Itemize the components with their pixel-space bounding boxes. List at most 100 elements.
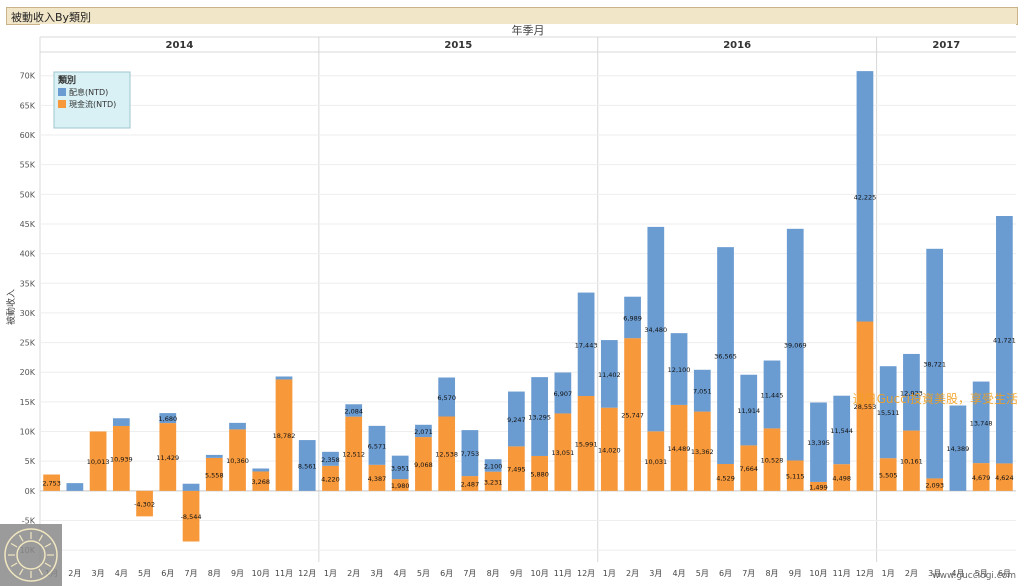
bar-cashflow — [461, 476, 479, 491]
legend-swatch-cashflow — [58, 100, 66, 108]
data-label-cashflow: 3,268 — [251, 478, 270, 486]
bar-dividend — [740, 374, 758, 446]
bar-dividend — [508, 391, 525, 447]
x-tick-label: 6月 — [161, 569, 174, 578]
x-tick-label: 1月 — [324, 569, 337, 578]
y-tick-label: 35K — [20, 279, 36, 288]
data-label-dividend: 8,561 — [298, 462, 317, 470]
logo-sun-icon — [16, 540, 46, 570]
data-label-dividend: 6,989 — [623, 314, 642, 322]
data-label-cashflow: 10,528 — [761, 457, 784, 465]
bar-cashflow — [833, 464, 851, 491]
data-label-dividend: 13,395 — [807, 439, 830, 447]
bar-dividend — [531, 377, 548, 456]
legend-label-cashflow: 現金流(NTD) — [69, 99, 116, 109]
data-label-cashflow: 5,880 — [530, 470, 549, 478]
data-label-cashflow: 4,679 — [972, 474, 991, 482]
logo-ray — [38, 568, 44, 576]
bar-cashflow — [926, 478, 944, 491]
data-label-dividend: 6,570 — [437, 394, 456, 402]
data-label-cashflow: 2,753 — [42, 480, 61, 488]
bar-dividend — [693, 369, 711, 412]
bar-dividend — [554, 372, 572, 414]
bar-dividend — [647, 226, 665, 432]
bar-cashflow — [531, 455, 548, 491]
y-axis-label: 被動收入 — [5, 289, 17, 325]
legend-label-dividend: 配息(NTD) — [69, 87, 108, 97]
bar-dividend — [159, 413, 177, 424]
x-tick-label: 8月 — [487, 569, 500, 578]
data-label-dividend: 7,051 — [693, 388, 712, 396]
bar-dividend — [786, 228, 804, 461]
bar-dividend — [856, 71, 874, 322]
data-label-cashflow: 1,499 — [809, 483, 828, 491]
data-label-cashflow: 2,093 — [925, 482, 944, 490]
x-tick-label: 11月 — [554, 569, 572, 578]
y-tick-label: 0K — [25, 487, 36, 496]
x-tick-label: 3月 — [370, 569, 383, 578]
data-label-cashflow: 11,429 — [156, 454, 179, 462]
bar-dividend — [66, 483, 84, 491]
bar-dividend — [972, 381, 990, 464]
chart-title: 被動收入By類別 — [11, 11, 92, 24]
x-tick-label: 5月 — [975, 569, 988, 578]
data-label-cashflow: 10,031 — [644, 458, 667, 466]
data-label-dividend: 39,069 — [784, 342, 807, 350]
y-tick-label: 20K — [20, 368, 36, 377]
bar-dividend — [600, 340, 618, 408]
data-label-cashflow: 25,747 — [621, 411, 644, 419]
data-label-cashflow: 7,664 — [739, 465, 758, 473]
data-label-dividend: 12,923 — [900, 389, 923, 397]
bar-cashflow — [182, 490, 200, 542]
data-label-cashflow: 13,362 — [691, 448, 714, 456]
bar-cashflow — [786, 460, 804, 491]
x-tick-label: 6月 — [440, 569, 453, 578]
data-label-dividend: 3,951 — [391, 464, 410, 472]
bar-cashflow — [856, 321, 874, 491]
y-tick-label: 65K — [20, 101, 36, 110]
bar-cashflow — [717, 463, 734, 491]
bar-cashflow — [43, 474, 60, 491]
bar-cashflow — [229, 429, 246, 491]
bar-cashflow — [438, 416, 456, 491]
data-label-dividend: 11,445 — [761, 391, 784, 399]
bar-cashflow — [345, 416, 363, 491]
data-label-dividend: 1,680 — [159, 415, 178, 423]
logo-ray — [10, 542, 18, 548]
data-label-cashflow: 1,980 — [391, 482, 410, 490]
x-tick-label: 9月 — [510, 569, 523, 578]
bar-dividend — [833, 395, 851, 465]
data-label-cashflow: 18,782 — [273, 432, 296, 440]
bar-cashflow — [391, 479, 409, 491]
y-tick-label: -5K — [22, 516, 36, 525]
watermark-text: 追日Gucci投資美股，享受生活 — [853, 391, 1018, 406]
data-label-cashflow: 2,487 — [461, 480, 480, 488]
bar-cashflow — [903, 430, 920, 491]
bar-dividend — [810, 402, 827, 482]
bar-cashflow — [763, 428, 781, 491]
data-label-dividend: 42,225 — [854, 193, 877, 201]
data-label-cashflow: 4,387 — [368, 475, 387, 483]
data-label-dividend: 15,511 — [877, 409, 900, 417]
year-header-2016: 2016 — [723, 40, 751, 51]
data-label-dividend: 11,544 — [830, 427, 853, 435]
bar-dividend — [229, 422, 246, 430]
data-label-dividend: 2,071 — [414, 428, 433, 436]
bar-dividend — [461, 430, 479, 477]
x-tick-label: 8月 — [765, 569, 778, 578]
data-label-cashflow: 4,624 — [995, 474, 1014, 482]
data-label-cashflow: 5,558 — [205, 471, 224, 479]
logo-ray — [44, 562, 52, 568]
logo-ray — [10, 562, 18, 568]
bar-dividend — [368, 425, 386, 465]
data-label-cashflow: 10,013 — [87, 458, 110, 466]
data-label-dividend: 2,358 — [321, 456, 340, 464]
x-tick-label: 5月 — [138, 569, 151, 578]
year-header-2017: 2017 — [932, 40, 960, 51]
data-label-dividend: 13,748 — [970, 419, 993, 427]
x-tick-label: 4月 — [394, 569, 407, 578]
x-tick-label: 2月 — [68, 569, 81, 578]
x-tick-label: 4月 — [115, 569, 128, 578]
x-tick-label: 1月 — [882, 569, 895, 578]
bar-dividend — [391, 455, 409, 480]
